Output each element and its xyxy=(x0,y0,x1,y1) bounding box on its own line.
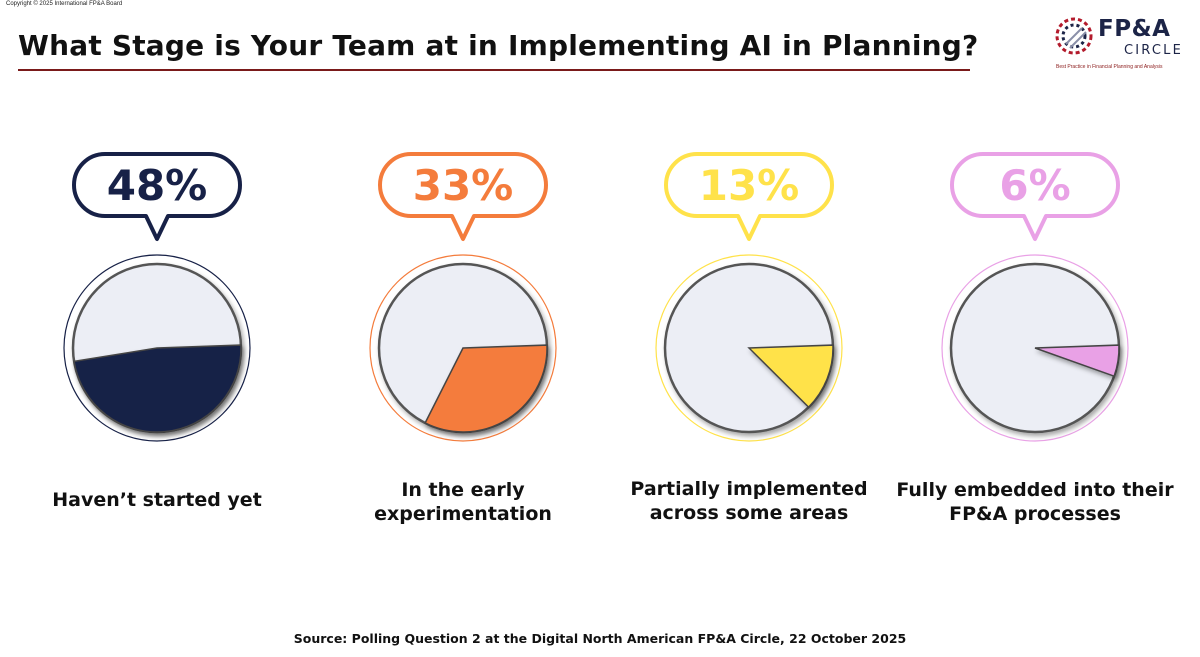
logo-tagline: Best Practice in Financial Planning and … xyxy=(1056,64,1163,70)
value-bubble xyxy=(950,152,1120,241)
logo-mark-icon xyxy=(1055,17,1093,55)
pie-ring xyxy=(941,254,1129,442)
pie-slice-in-the-early-experimentation xyxy=(424,344,548,433)
poll-results-chart: 48% 33% 13% 6% xyxy=(63,152,1129,442)
title-underline xyxy=(18,69,970,71)
value-bubble xyxy=(378,152,548,241)
pie-slice-partially-implemented-across-some-areas xyxy=(747,344,834,409)
value-label: 13% xyxy=(699,161,800,210)
fpa-circle-logo: FP&A CIRCLE Best Practice in Financial P… xyxy=(1052,14,1192,74)
category-label-fully-embedded-into-their-fp-a-processes: Fully embedded into their FP&A processes xyxy=(896,479,1174,525)
logo-subword: CIRCLE xyxy=(1124,43,1184,58)
pie-slice-fully-embedded-into-their-fp-a-processes xyxy=(1034,344,1120,378)
pie-slice-haven-t-started-yet xyxy=(73,344,242,433)
pie-group-in-the-early-experimentation: 33% xyxy=(369,152,557,442)
value-bubble xyxy=(72,152,242,241)
category-label-haven-t-started-yet: Haven’t started yet xyxy=(52,489,262,511)
copyright-notice: Copyright © 2025 International FP&A Boar… xyxy=(6,1,123,7)
source-note: Source: Polling Question 2 at the Digita… xyxy=(293,631,907,646)
page-title: What Stage is Your Team at in Implementi… xyxy=(18,29,979,62)
pie-group-fully-embedded-into-their-fp-a-processes: 6% xyxy=(941,152,1129,442)
logo-wordmark: FP&A xyxy=(1098,16,1171,42)
value-label: 48% xyxy=(107,161,208,210)
pie-ring xyxy=(63,254,251,442)
value-label: 33% xyxy=(413,161,514,210)
value-label: 6% xyxy=(999,161,1070,210)
category-label-in-the-early-experimentation: In the early experimentation xyxy=(374,479,552,525)
pie-group-haven-t-started-yet: 48% xyxy=(63,152,251,442)
category-label-partially-implemented-across-some-areas: Partially implemented across some areas xyxy=(630,478,868,524)
pie-ring xyxy=(369,254,557,442)
pie-ring xyxy=(655,254,843,442)
pie-group-partially-implemented-across-some-areas: 13% xyxy=(655,152,843,442)
value-bubble xyxy=(664,152,834,241)
